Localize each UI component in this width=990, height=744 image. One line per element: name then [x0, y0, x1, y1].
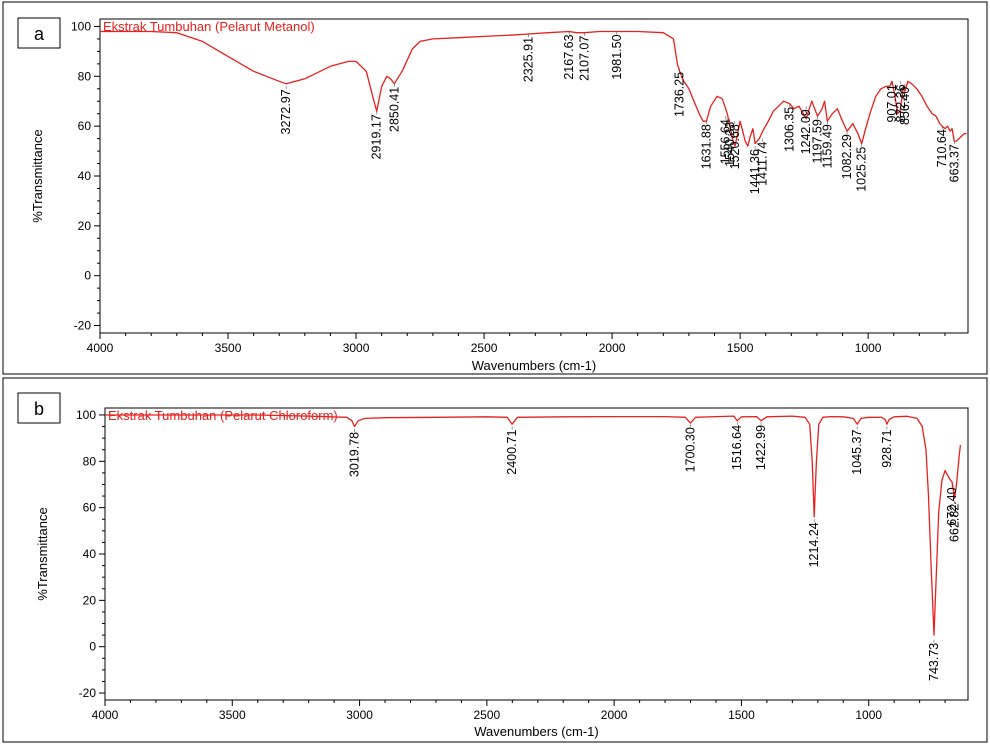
x-tick-label: 1000	[855, 708, 882, 722]
x-tick-label: 2500	[474, 708, 501, 722]
y-tick-label: 100	[76, 408, 96, 422]
panel-b: b 4000 3500 3000 2500 2000 1500 1000 100 80 60 40 2…	[2, 377, 988, 743]
y-tick-label: 100	[71, 19, 91, 33]
panel-a-label-box	[17, 17, 61, 49]
y-tick-label: 80	[78, 69, 92, 83]
peak-label: 1197.59	[811, 119, 825, 163]
peak-label: 928.71	[880, 429, 894, 467]
y-tick-label: 0	[84, 269, 91, 283]
peak-label: 3019.78	[348, 432, 362, 477]
peak-label: 872.36	[894, 84, 908, 122]
peak-label: 1025.25	[855, 147, 869, 192]
chart-title: Ekstrak Tumbuhan (Pelarut Metanol)	[103, 19, 315, 34]
peak-label: 710.64	[935, 129, 949, 167]
x-tick-label: 3500	[219, 708, 246, 722]
peak-label: 1082.29	[840, 134, 854, 179]
peak-label: 2850.41	[387, 87, 401, 132]
x-tick-label: 3500	[215, 341, 242, 355]
peak-label: 1520.68	[728, 124, 742, 169]
peak-label: 663.37	[947, 144, 961, 182]
peak-label: 2167.63	[562, 34, 576, 79]
panel-a-plot: 4000 3500 3000 2500 2000 1500 1000 100 80 60 40 20 0…	[30, 18, 969, 373]
y-tick-label: 0	[89, 640, 96, 654]
x-tick-label: 4000	[87, 341, 114, 355]
x-tick-label: 1500	[728, 708, 755, 722]
x-axis-title: Wavenumbers (cm-1)	[472, 358, 596, 373]
y-tick-label: 60	[83, 501, 97, 515]
peak-label: 1516.64	[730, 425, 744, 470]
peak-label: 2919.17	[370, 114, 384, 159]
peak-label: 3272.97	[279, 89, 293, 134]
peak-label: 2107.07	[578, 36, 592, 81]
y-tick-label: 40	[83, 547, 97, 561]
panel-a-frame	[2, 1, 988, 375]
peak-label: 2400.71	[505, 429, 519, 474]
x-tick-label: 3000	[346, 708, 373, 722]
x-tick-label: 1500	[727, 341, 754, 355]
x-tick-label: 2000	[599, 341, 626, 355]
panel-b-label-box	[17, 392, 61, 424]
peak-label: 1540.33	[723, 122, 737, 167]
peak-label: 1441.36	[748, 149, 762, 194]
peak-label: 1411.74	[756, 142, 770, 186]
y-tick-label: 20	[78, 219, 92, 233]
peak-label: 1631.88	[699, 124, 713, 169]
peak-label: 1045.37	[850, 429, 864, 474]
y-axis-title: %Transmittance	[35, 507, 50, 600]
peak-label: 662.82	[948, 504, 962, 542]
peak-label: 1981.50	[610, 34, 624, 79]
spectrum-line	[100, 30, 967, 147]
panel-b-plot: 4000 3500 3000 2500 2000 1500 1000 100 80 60 40 20 0…	[35, 407, 969, 739]
x-tick-label: 2500	[471, 341, 498, 355]
y-tick-label: 80	[83, 454, 97, 468]
y-tick-label: 40	[78, 169, 92, 183]
x-tick-label: 4000	[92, 708, 119, 722]
x-axis-title: Wavenumbers (cm-1)	[474, 724, 598, 739]
peak-label: 1736.25	[673, 72, 687, 117]
peak-label: 1556.64	[719, 119, 733, 164]
peak-label: 2325.91	[522, 37, 536, 82]
peak-label: 1214.24	[807, 522, 821, 567]
x-tick-label: 3000	[343, 341, 370, 355]
peak-label: 1159.49	[820, 124, 834, 168]
y-tick-label: 60	[78, 119, 92, 133]
panel-b-frame	[2, 377, 988, 743]
x-tick-label: 1000	[855, 341, 882, 355]
peak-label: 672.40	[945, 487, 959, 525]
y-tick-label: 20	[83, 593, 97, 607]
spectrum-line	[105, 414, 962, 636]
peak-label: 1700.30	[683, 427, 697, 472]
panel-a-letter: a	[34, 24, 45, 44]
peak-label: 856.40	[898, 87, 912, 125]
peak-label: 907.01	[885, 84, 899, 122]
y-tick-label: -20	[79, 686, 97, 700]
x-tick-label: 2000	[601, 708, 628, 722]
peak-label: 1242.09	[799, 109, 813, 154]
peak-label: 1422.99	[754, 425, 768, 470]
peak-label: 1306.35	[783, 107, 797, 152]
y-tick-label: -20	[74, 319, 92, 333]
y-axis-title: %Transmittance	[30, 129, 45, 222]
peak-label: 743.73	[927, 643, 941, 681]
panel-a: a 4000 3500 3000 2500 2000 1500 1000 100 80 60 40 2…	[2, 1, 988, 375]
panel-b-letter: b	[34, 399, 44, 419]
